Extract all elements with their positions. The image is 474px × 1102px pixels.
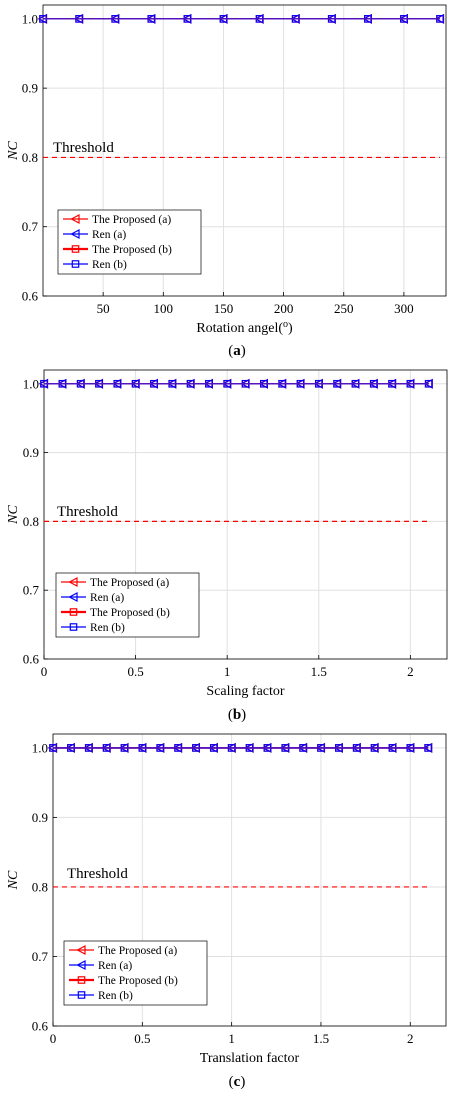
legend-marker bbox=[68, 577, 78, 587]
threshold-label: Threshold bbox=[57, 504, 118, 520]
legend-marker bbox=[76, 960, 86, 970]
chart-a-svg: 50 100 150 200 250 300 0.6 0.7 0.8 0.9 1.0 Rotation… bbox=[6, 4, 447, 336]
y-axis-label: NC bbox=[6, 141, 21, 161]
threshold-label: Threshold bbox=[67, 866, 128, 882]
chart-panel-a: 50 100 150 200 250 300 0.6 0.7 0.8 0.9 1.0 Rotation… bbox=[0, 0, 474, 368]
x-tick-label: 250 bbox=[334, 301, 354, 316]
legend-marker bbox=[71, 260, 80, 268]
legend-marker bbox=[76, 945, 86, 955]
legend-marker bbox=[69, 608, 78, 616]
x-tick-label: 2 bbox=[407, 664, 414, 679]
x-tick-label: 150 bbox=[214, 301, 234, 316]
legend-label: The Proposed (a) bbox=[90, 577, 169, 589]
y-tick-label: 1.0 bbox=[22, 11, 38, 26]
axes-box bbox=[43, 369, 448, 660]
legend-label: Ren (a) bbox=[92, 229, 126, 241]
y-tick-label: 0.7 bbox=[23, 583, 40, 598]
x-axis-label: Translation factor bbox=[200, 1051, 300, 1066]
legend-marker bbox=[68, 592, 78, 602]
legend-label: The Proposed (b) bbox=[98, 975, 178, 987]
x-tick-label: 1 bbox=[224, 664, 231, 679]
x-tick-label: 0 bbox=[50, 1031, 57, 1046]
legend-label: Ren (a) bbox=[98, 960, 132, 972]
y-axis-label: NC bbox=[6, 870, 21, 890]
caption-c: (c) bbox=[228, 1074, 246, 1090]
legend: The Proposed (a) Ren (a) The Proposed (b) R… bbox=[57, 209, 202, 275]
y-tick-label: 0.7 bbox=[32, 949, 49, 964]
x-axis-label-sup: o bbox=[283, 319, 288, 330]
legend-label: The Proposed (b) bbox=[90, 607, 170, 619]
legend-marker bbox=[71, 245, 80, 253]
x-axis-label-end: ) bbox=[288, 321, 293, 336]
y-tick-label: 0.8 bbox=[32, 879, 48, 894]
y-tick-label: 1.0 bbox=[32, 740, 48, 755]
x-tick-label: 2 bbox=[407, 1031, 414, 1046]
x-tick-label: 0 bbox=[41, 664, 48, 679]
chart-b-svg: 0 0.5 1 1.5 2 0.6 0.7 0.8 0.9 1.0 Scaling factor NC… bbox=[6, 369, 448, 699]
legend-label: Ren (b) bbox=[98, 990, 133, 1002]
y-tick-label: 0.6 bbox=[23, 652, 40, 667]
x-tick-label: 1.5 bbox=[311, 664, 327, 679]
y-tick-label: 0.9 bbox=[23, 445, 39, 460]
legend-label: Ren (b) bbox=[90, 622, 125, 634]
y-tick-label: 0.6 bbox=[32, 1019, 49, 1034]
y-tick-label: 0.8 bbox=[23, 514, 39, 529]
threshold-label: Threshold bbox=[53, 140, 114, 156]
x-tick-label: 1 bbox=[228, 1031, 235, 1046]
y-tick-label: 0.6 bbox=[22, 289, 39, 304]
axes-box bbox=[42, 4, 447, 297]
chart-panel-b: 0 0.5 1 1.5 2 0.6 0.7 0.8 0.9 1.0 Scaling factor NC… bbox=[0, 368, 474, 732]
y-tick-label: 0.9 bbox=[22, 81, 38, 96]
legend-label: The Proposed (a) bbox=[98, 945, 177, 957]
legend-marker bbox=[69, 623, 78, 631]
legend-box bbox=[57, 209, 202, 275]
legend-box bbox=[63, 940, 208, 1006]
x-tick-label: 0.5 bbox=[127, 664, 143, 679]
legend-label: Ren (a) bbox=[90, 592, 124, 604]
legend: The Proposed (a) Ren (a) The Proposed (b) R… bbox=[63, 940, 208, 1006]
y-tick-label: 0.8 bbox=[22, 150, 38, 165]
legend-marker bbox=[70, 214, 80, 224]
caption-a: (a) bbox=[228, 343, 246, 359]
y-tick-label: 1.0 bbox=[23, 376, 39, 391]
x-tick-label: 300 bbox=[394, 301, 414, 316]
legend-marker bbox=[77, 976, 86, 984]
x-axis-label: Rotation angel(o) bbox=[196, 319, 293, 336]
x-tick-label: 200 bbox=[274, 301, 294, 316]
y-tick-label: 0.7 bbox=[22, 219, 39, 234]
legend-box bbox=[55, 572, 200, 638]
y-tick-label: 0.9 bbox=[32, 810, 48, 825]
legend-label: The Proposed (b) bbox=[92, 244, 172, 256]
chart-c-svg: 0 0.5 1 1.5 2 0.6 0.7 0.8 0.9 1.0 Translation fact… bbox=[6, 733, 447, 1066]
caption-b: (b) bbox=[227, 707, 247, 723]
x-tick-label: 0.5 bbox=[134, 1031, 150, 1046]
axes-box bbox=[52, 733, 447, 1027]
legend: The Proposed (a) Ren (a) The Proposed (b) R… bbox=[55, 572, 200, 638]
chart-panel-c: 0 0.5 1 1.5 2 0.6 0.7 0.8 0.9 1.0 Translation fact… bbox=[0, 732, 474, 1102]
x-tick-label: 100 bbox=[154, 301, 174, 316]
legend-label: Ren (b) bbox=[92, 259, 127, 271]
legend-marker bbox=[70, 229, 80, 239]
legend-marker bbox=[77, 991, 86, 999]
x-tick-label: 1.5 bbox=[313, 1031, 329, 1046]
x-axis-label: Scaling factor bbox=[206, 684, 284, 699]
legend-label: The Proposed (a) bbox=[92, 214, 171, 226]
y-axis-label: NC bbox=[6, 505, 21, 525]
x-tick-label: 50 bbox=[97, 301, 110, 316]
